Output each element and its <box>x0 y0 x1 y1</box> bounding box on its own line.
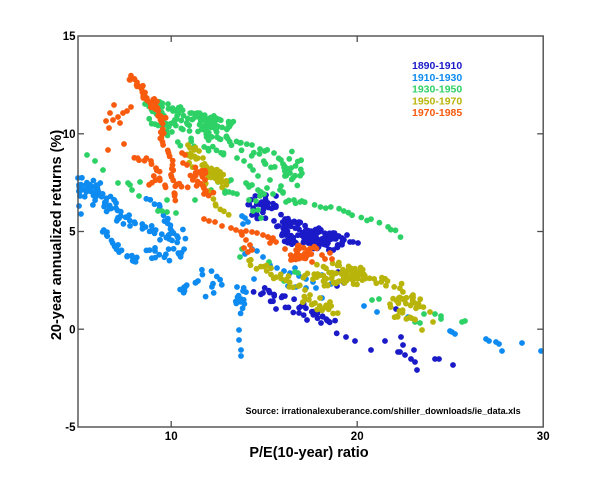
svg-text:1950-1970: 1950-1970 <box>412 95 462 107</box>
svg-text:1930-1950: 1930-1950 <box>412 84 462 96</box>
svg-text:-5: -5 <box>65 422 76 434</box>
svg-text:5: 5 <box>69 227 76 239</box>
svg-text:10: 10 <box>63 129 76 141</box>
svg-text:20: 20 <box>351 431 364 443</box>
svg-text:10: 10 <box>165 431 178 443</box>
svg-text:1890-1910: 1890-1910 <box>412 60 462 72</box>
svg-text:1910-1930: 1910-1930 <box>412 72 462 84</box>
svg-text:P/E(10-year) ratio: P/E(10-year) ratio <box>249 445 368 461</box>
svg-text:30: 30 <box>537 431 550 443</box>
svg-text:1970-1985: 1970-1985 <box>412 107 462 119</box>
svg-text:Source: irrationalexuberance.c: Source: irrationalexuberance.com/shiller… <box>246 406 521 416</box>
svg-text:0: 0 <box>69 324 75 336</box>
svg-text:20-year annualized returns (%): 20-year annualized returns (%) <box>49 130 65 340</box>
svg-text:15: 15 <box>63 31 76 43</box>
